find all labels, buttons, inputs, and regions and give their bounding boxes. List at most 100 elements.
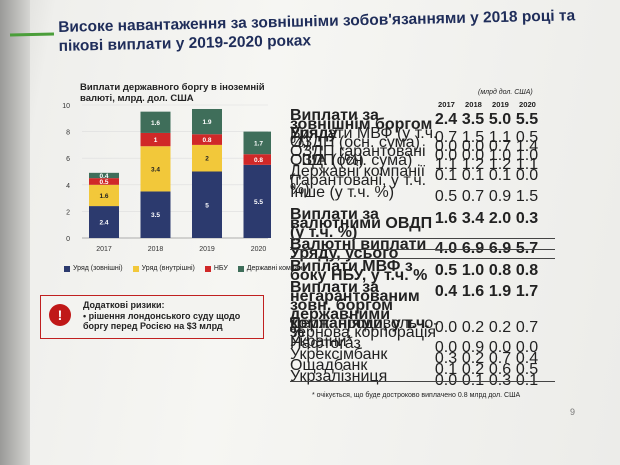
table-footnote: * очікується, що буде достроково виплаче…: [312, 392, 521, 399]
bar-segment: [89, 184, 119, 207]
row-value: 0.1: [461, 372, 485, 389]
row-value: 6.9: [461, 240, 485, 257]
row-value: 1.2: [461, 156, 485, 173]
row-value: 0.3: [488, 372, 512, 389]
bar-segment: [192, 171, 222, 238]
row-value: 0.0: [434, 372, 458, 389]
legend-swatch: [237, 265, 244, 272]
data-label: 0.8: [202, 137, 211, 144]
row-value: 0.0: [434, 138, 458, 155]
row-value: 1.5: [515, 188, 539, 205]
row-value: 0.1: [434, 361, 458, 378]
legend-label: НБУ: [213, 265, 228, 272]
row-value: 0.7: [434, 129, 458, 146]
row-label: Держ. продовольчо-зернова корпорація Укр…: [290, 315, 439, 350]
legend-swatch: [64, 265, 70, 272]
data-label: 0.5: [99, 179, 108, 186]
table-rule: [290, 381, 555, 382]
data-label: 0.4: [99, 173, 108, 180]
warning-icon: !: [49, 304, 71, 326]
row-value: 1.7: [515, 283, 539, 300]
table-rule: [290, 238, 555, 239]
row-label: Виплати МВФ з боку НБУ, у т.ч. %: [290, 258, 428, 284]
legend-label: Державні компанії: [246, 265, 306, 272]
bar-segment: [243, 131, 271, 155]
bar-segment: [89, 206, 119, 238]
bar-segment: [192, 144, 222, 172]
data-label: 1.6: [99, 193, 108, 200]
row-value: 0.0: [434, 147, 458, 164]
row-value: 0.2: [461, 350, 485, 367]
row-value: 0.0: [488, 339, 512, 356]
row-value: 1.6: [461, 283, 485, 300]
x-tick-label: 2017: [96, 246, 112, 253]
row-value: 0.0: [434, 339, 458, 356]
row-value: 4.0: [434, 240, 458, 257]
row-value: 2.4: [434, 111, 458, 128]
legend-item: Уряд (зовнішні): [64, 265, 123, 272]
data-label: 1.9: [202, 119, 211, 126]
legend-swatch: [204, 265, 211, 272]
y-tick-label: 6: [66, 156, 70, 163]
bar-segment: [192, 134, 222, 145]
chart-legend: Уряд (зовнішні) Уряд (внутрішні) НБУ Дер…: [64, 265, 306, 272]
table-unit: (млрд дол. США): [478, 89, 533, 96]
row-label: Виплати МВФ (у т.ч. %): [290, 125, 438, 151]
row-value: 5.7: [515, 240, 539, 257]
row-value: 0.8: [488, 262, 512, 279]
row-value: 0.5: [515, 129, 539, 146]
x-tick-label: 2019: [199, 246, 215, 253]
y-tick-label: 4: [66, 183, 70, 190]
row-value: 0.0: [461, 147, 485, 164]
legend-item: Уряд (внутрішні): [132, 265, 195, 272]
bar-segment: [140, 146, 171, 192]
row-value: 0.5: [434, 262, 458, 279]
bar-segment: [192, 108, 222, 135]
row-value: 0.3: [434, 350, 458, 367]
bar-segment: [243, 154, 271, 165]
y-tick-label: 2: [66, 209, 70, 216]
row-value: 1.0: [488, 147, 512, 164]
row-label: Укрзалізниця: [290, 368, 388, 385]
row-value: 0.1: [515, 372, 539, 389]
row-label: Інше (у т.ч. %): [290, 184, 395, 201]
legend-item: НБУ: [204, 265, 228, 272]
row-value: 1.6: [434, 210, 458, 227]
row-value: 1.0: [461, 262, 485, 279]
year-header: 2018: [465, 100, 482, 109]
year-header: 2020: [519, 100, 536, 109]
row-value: 0.9: [461, 339, 485, 356]
row-value: 1.0: [515, 147, 539, 164]
data-label: 1.7: [254, 140, 263, 147]
row-value: 0.7: [461, 188, 485, 205]
risk-item: • рішення лондонського суду щодо боргу п…: [83, 311, 241, 331]
data-label: 3.5: [151, 212, 160, 219]
table-rule: [290, 258, 555, 259]
row-value: 1.1: [515, 156, 539, 173]
row-label: Виплати за валютними ОВДП (у т.ч. %): [290, 206, 433, 241]
row-label: Нафтогаз: [290, 335, 361, 352]
row-label: Виплати за негарантованим зовн. боргом д…: [290, 279, 430, 341]
x-tick-label: 2020: [251, 246, 267, 253]
data-label: 1: [154, 137, 158, 144]
legend-swatch: [132, 265, 139, 272]
stacked-bar-chart: 02468102.41.60.50.420173.53.411.62018520…: [62, 103, 271, 253]
row-label: ОЗДП (%): [290, 152, 364, 169]
row-value: 0.5: [434, 188, 458, 205]
row-label: ОЗДП гарантовані США (осн. сума): [290, 143, 426, 169]
row-value: 0.1: [488, 167, 512, 184]
data-label: 2: [205, 156, 209, 163]
row-value: 0.5: [515, 361, 539, 378]
table-rule: [290, 249, 555, 250]
row-label: ОЗДП (осн. сума): [290, 134, 420, 151]
row-value: 5.5: [515, 111, 539, 128]
row-value: 0.2: [461, 319, 485, 336]
row-label: Ощадбанк: [290, 357, 368, 374]
risk-callout: ! Додаткові ризики: • рішення лондонсько…: [40, 295, 264, 339]
data-label: 5.5: [254, 199, 263, 206]
row-value: 0.7: [488, 138, 512, 155]
year-header: 2017: [438, 100, 455, 109]
y-tick-label: 0: [66, 236, 70, 243]
row-value: 0.6: [488, 361, 512, 378]
x-tick-label: 2018: [148, 246, 164, 253]
